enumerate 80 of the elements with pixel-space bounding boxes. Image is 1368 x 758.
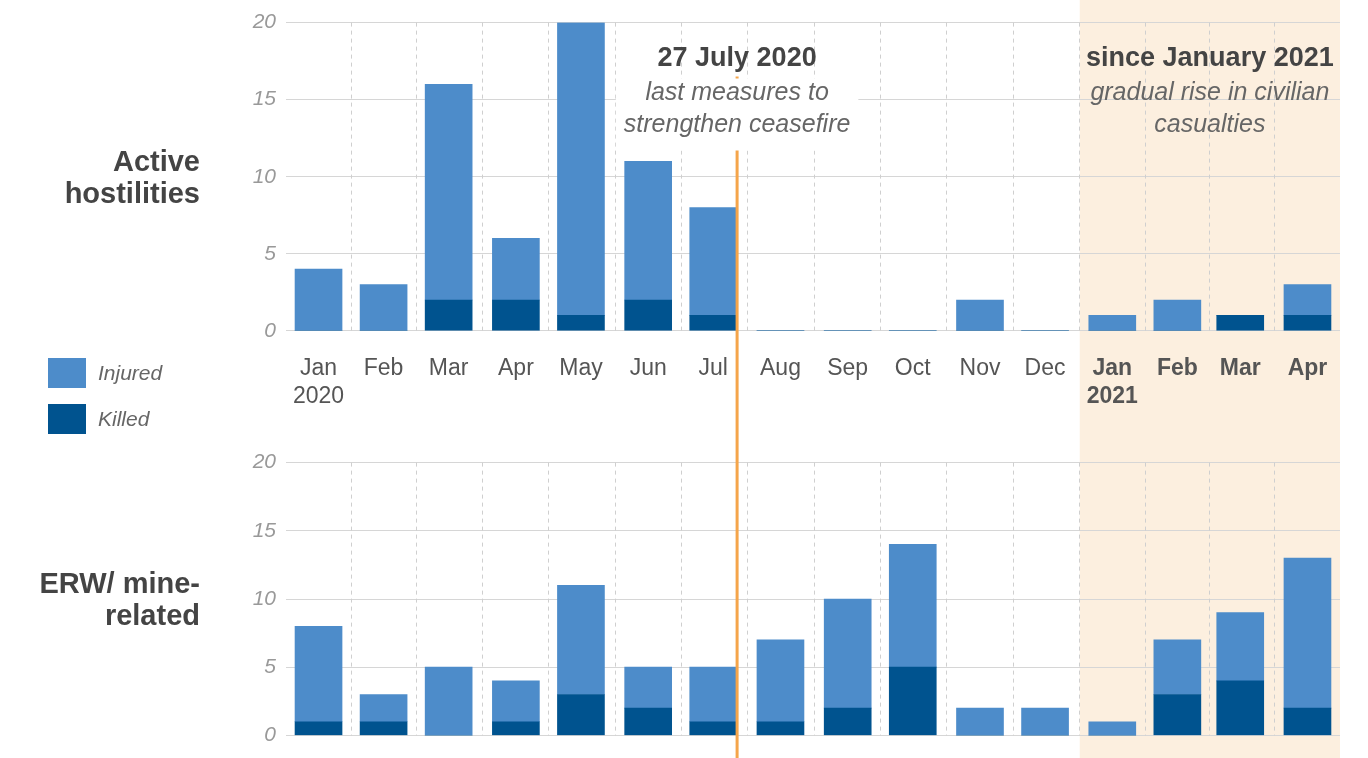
bar bbox=[956, 299, 1004, 331]
bar bbox=[492, 299, 540, 331]
bar bbox=[1216, 612, 1265, 682]
x-tick-label: Jan 2021 bbox=[1086, 353, 1139, 408]
x-tick-label: Mar bbox=[428, 353, 469, 380]
y-tick-label: 15 bbox=[252, 86, 277, 110]
y-tick-label: 20 bbox=[251, 9, 277, 33]
y-axis-title: Active hostilities bbox=[63, 144, 200, 209]
bar bbox=[1088, 315, 1137, 331]
bar bbox=[557, 694, 605, 736]
bar bbox=[624, 299, 673, 331]
y-tick-label: 10 bbox=[252, 585, 277, 609]
bar bbox=[1283, 557, 1332, 709]
annotation: last measures to strengthen ceasefire bbox=[623, 77, 851, 138]
bar bbox=[492, 680, 540, 723]
bar bbox=[689, 666, 738, 723]
y-tick-label: 0 bbox=[264, 722, 277, 746]
x-tick-label: Apr bbox=[1287, 353, 1328, 380]
bar bbox=[557, 585, 605, 695]
x-tick-label: Aug bbox=[760, 353, 801, 380]
band-label: since January 2021 bbox=[1086, 41, 1334, 72]
bar bbox=[689, 315, 738, 331]
bar bbox=[294, 721, 343, 736]
bar bbox=[294, 268, 343, 331]
x-tick-label: Mar bbox=[1219, 353, 1261, 380]
bar bbox=[1283, 707, 1332, 736]
x-tick-label: Feb bbox=[363, 353, 404, 380]
ref-line-label: 27 July 2020 bbox=[657, 41, 817, 72]
bar bbox=[756, 721, 805, 736]
bar bbox=[624, 160, 673, 301]
x-tick-label: Apr bbox=[497, 353, 535, 380]
bar bbox=[888, 666, 937, 736]
x-tick-label: Sep bbox=[827, 353, 869, 380]
bar bbox=[624, 707, 673, 736]
bar bbox=[823, 598, 872, 709]
x-tick-label: Jul bbox=[698, 353, 728, 380]
x-tick-label: Nov bbox=[959, 353, 1001, 380]
bar bbox=[823, 707, 872, 736]
bar bbox=[424, 299, 473, 331]
x-tick-label: Feb bbox=[1156, 353, 1198, 380]
y-tick-label: 20 bbox=[251, 449, 277, 473]
y-tick-label: 15 bbox=[252, 517, 277, 541]
bar bbox=[1283, 284, 1332, 316]
bar bbox=[1216, 315, 1265, 331]
bar bbox=[756, 639, 805, 723]
bar bbox=[1088, 721, 1137, 736]
x-tick-label: Jun bbox=[629, 353, 667, 380]
legend-label: Killed bbox=[98, 407, 150, 431]
bar bbox=[1153, 639, 1202, 695]
y-tick-label: 0 bbox=[264, 317, 277, 341]
x-tick-label: Oct bbox=[894, 353, 932, 380]
bar bbox=[689, 207, 738, 316]
bar bbox=[294, 625, 343, 723]
x-tick-label: Jan 2020 bbox=[292, 353, 345, 408]
x-tick-label: Dec bbox=[1024, 353, 1066, 380]
bar bbox=[888, 544, 937, 668]
bar bbox=[424, 666, 473, 736]
y-axis-title: ERW/ mine-related bbox=[38, 567, 200, 631]
bar bbox=[1216, 680, 1265, 736]
x-tick-label: May bbox=[559, 353, 604, 380]
bar bbox=[359, 721, 408, 736]
annotation: gradual rise in civilian casualties bbox=[1090, 77, 1330, 138]
y-tick-label: 5 bbox=[264, 240, 277, 264]
bar bbox=[1153, 299, 1202, 331]
bar bbox=[424, 83, 473, 301]
bar bbox=[359, 284, 408, 331]
bar bbox=[689, 721, 738, 736]
bar bbox=[624, 666, 673, 709]
bar bbox=[359, 694, 408, 723]
bar bbox=[1021, 707, 1069, 736]
legend-label: Injured bbox=[98, 361, 163, 385]
bar bbox=[557, 315, 605, 331]
bar bbox=[1153, 694, 1202, 736]
y-tick-label: 10 bbox=[252, 163, 277, 187]
bar bbox=[492, 721, 540, 736]
bar bbox=[1283, 315, 1332, 331]
bar bbox=[956, 707, 1004, 736]
y-tick-label: 5 bbox=[264, 654, 277, 678]
bar bbox=[492, 238, 540, 301]
bar bbox=[557, 22, 605, 316]
